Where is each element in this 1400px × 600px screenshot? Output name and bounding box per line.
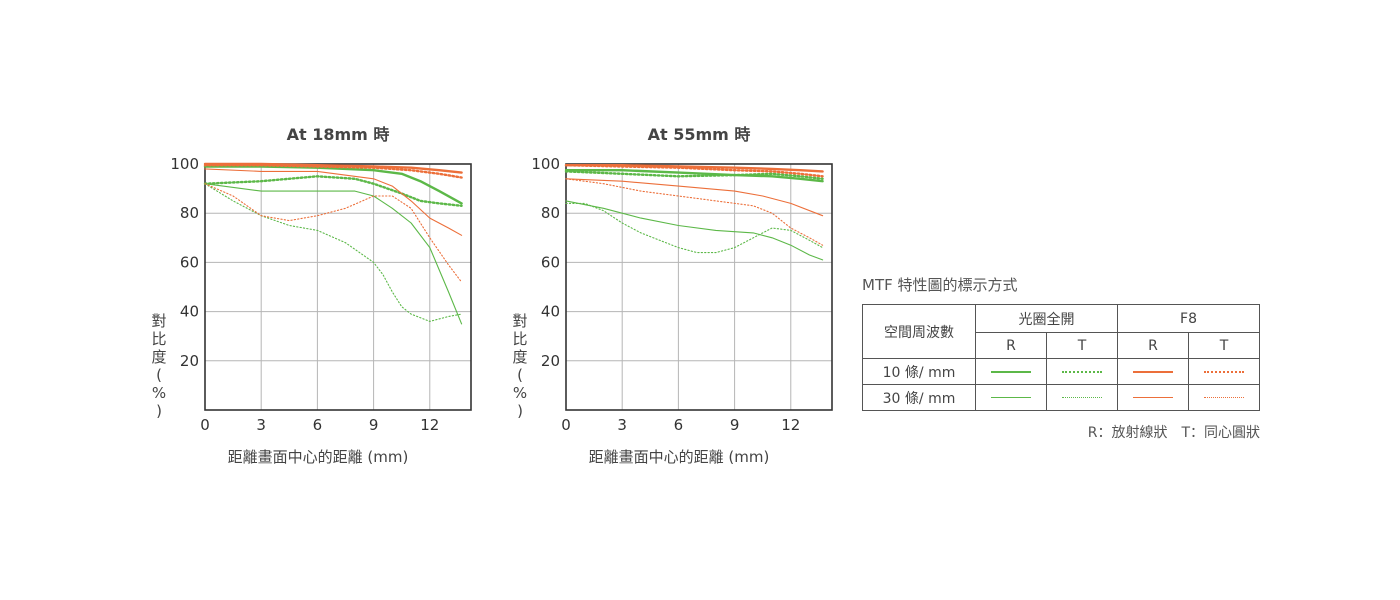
x-tick-label: 12 [420, 416, 439, 434]
series-line-6 [565, 202, 824, 254]
series-line-7 [565, 178, 824, 217]
swatch-open-t-10 [1062, 370, 1102, 373]
y-tick-label: 20 [180, 352, 199, 370]
series-line-4 [203, 163, 463, 179]
series-line-7 [204, 168, 463, 236]
series-line-3 [564, 163, 824, 173]
f8-header: F8 [1117, 304, 1260, 333]
swatch-f8-t-10 [1204, 370, 1244, 373]
series-line-1 [203, 165, 463, 205]
x-tick-label: 3 [617, 416, 627, 434]
y-tick-label: 100 [531, 155, 560, 173]
series-line-5 [565, 200, 824, 261]
series-line-4 [564, 163, 824, 178]
x-axis-label: 距離畫面中心的距離 (mm) [228, 448, 409, 466]
mtf-legend: MTF 特性圖的標示方式 空間周波數 光圈全開 F8 R T R T 10 條/… [862, 274, 1262, 411]
x-tick-label: 12 [781, 416, 800, 434]
y-tick-label: 80 [180, 204, 199, 222]
spatial-frequency-header: 空間周波數 [862, 304, 976, 359]
legend-title: MTF 特性圖的標示方式 [862, 276, 1018, 294]
mtf-chart-2: At 55mm 時 0 3 6 9 12 20 40 60 80 100 距離畫面中心的距離 (mm)… [512, 125, 833, 466]
y-tick-label: 60 [541, 253, 560, 271]
legend-note: R：放射線狀 T：同心圓狀 [1087, 425, 1260, 441]
f8-t-header: T [1188, 332, 1260, 359]
x-tick-label: 6 [674, 416, 684, 434]
x-tick-label: 0 [200, 416, 210, 434]
series-line-8 [204, 183, 463, 283]
y-tick-label: 20 [541, 352, 560, 370]
series-line-6 [204, 183, 463, 322]
x-tick-label: 6 [313, 416, 323, 434]
chart-title: At 55mm 時 [648, 125, 751, 144]
y-tick-label: 100 [170, 155, 199, 173]
row-30-label: 30 條/ mm [862, 384, 976, 411]
y-tick-label: 80 [541, 204, 560, 222]
y-axis-label: 對比度(%) [512, 312, 527, 420]
x-tick-label: 3 [256, 416, 266, 434]
plot-frame [565, 163, 833, 411]
y-tick-label: 40 [180, 303, 199, 321]
x-axis-label: 距離畫面中心的距離 (mm) [589, 448, 770, 466]
open-t-header: T [1046, 332, 1118, 359]
legend-table: 空間周波數 光圈全開 F8 R T R T 10 條/ mm 30 條/ mm [862, 304, 1260, 411]
y-tick-label: 60 [180, 253, 199, 271]
x-tick-label: 9 [369, 416, 379, 434]
y-tick-label: 40 [541, 303, 560, 321]
series-line-8 [565, 178, 824, 246]
swatch-f8-r-10 [1133, 370, 1173, 373]
x-tick-label: 0 [561, 416, 571, 434]
swatch-open-r-10 [991, 370, 1031, 373]
series-line-2 [203, 175, 463, 208]
aperture-open-header: 光圈全開 [975, 304, 1118, 333]
x-tick-label: 9 [730, 416, 740, 434]
series-line-5 [204, 183, 463, 325]
swatch-open-r-30 [991, 397, 1031, 398]
y-axis-label: 對比度(%) [151, 312, 166, 420]
plot-frame [204, 163, 472, 411]
chart-title: At 18mm 時 [287, 125, 390, 144]
row-10-label: 10 條/ mm [862, 358, 976, 385]
f8-r-header: R [1117, 332, 1189, 359]
series-line-2 [564, 170, 824, 181]
swatch-f8-r-30 [1133, 397, 1173, 398]
mtf-chart-1: At 18mm 時 0 3 6 9 12 20 40 60 80 100 距離畫面中心的距離 (mm)… [151, 125, 472, 466]
swatch-open-t-30 [1062, 397, 1102, 398]
open-r-header: R [975, 332, 1047, 359]
swatch-f8-t-30 [1204, 397, 1244, 398]
